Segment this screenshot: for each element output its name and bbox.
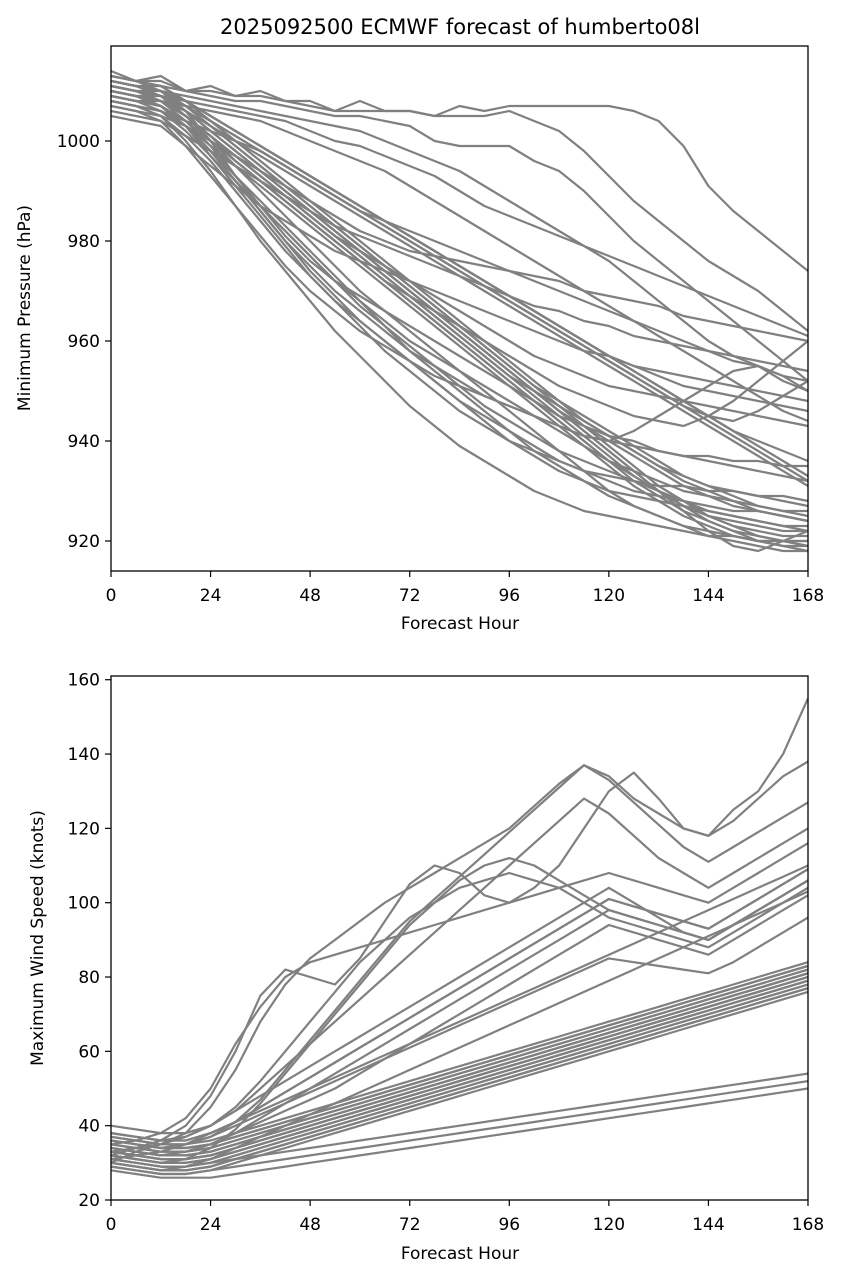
pressure-series-group [110, 69, 809, 553]
wind-y-tick-label-60: 60 [78, 1042, 100, 1062]
wind-y-tick-label-140: 140 [68, 745, 100, 765]
pressure-series-line-m01 [110, 69, 809, 272]
wind-series-line-m36 [110, 979, 809, 1164]
wind-series-line-m02 [110, 760, 809, 1164]
pressure-series-line-m08 [110, 104, 809, 343]
pressure-series-line-m24 [110, 94, 808, 528]
wind-y-tick-label-20: 20 [78, 1191, 100, 1211]
pressure-y-tick-label-940: 940 [68, 432, 100, 452]
pressure-series-line-m39 [110, 84, 809, 482]
wind-x-tick-label-24: 24 [200, 1215, 222, 1235]
chart-title: 2025092500 ECMWF forecast of humberto08l [220, 15, 700, 39]
wind-x-tick-label-96: 96 [498, 1215, 520, 1235]
wind-y-tick-label-120: 120 [68, 819, 100, 839]
pressure-x-tick-label-144: 144 [692, 586, 724, 606]
wind-series-line-m14 [110, 1072, 809, 1168]
pressure-y-tick-label-1000: 1000 [57, 132, 100, 152]
wind-y-tick-label-40: 40 [78, 1117, 100, 1137]
wind-series-line-m34 [110, 968, 809, 1153]
pressure-y-tick-label-980: 980 [68, 232, 100, 252]
pressure-series-line-m36 [110, 74, 809, 463]
wind-x-tick-label-168: 168 [792, 1215, 824, 1235]
wind-series-line-m06 [110, 916, 809, 1150]
pressure-series-line-m05 [110, 89, 809, 338]
pressure-x-tick-label-120: 120 [593, 586, 625, 606]
wind-series-line-m12 [110, 1087, 809, 1179]
pressure-x-tick-label-0: 0 [106, 586, 117, 606]
wind-series-line-m40 [110, 975, 809, 1161]
wind-series-group [110, 697, 810, 1179]
pressure-x-tick-label-168: 168 [792, 586, 824, 606]
pressure-series-line-m27 [110, 89, 809, 487]
pressure-series-line-m06 [110, 94, 809, 423]
pressure-series-line-m37 [110, 99, 808, 548]
wind-series-line-m37 [110, 972, 809, 1157]
wind-y-tick-label-160: 160 [68, 671, 100, 691]
pressure-series-line-m02 [110, 74, 809, 332]
pressure-x-tick-label-72: 72 [399, 586, 421, 606]
wind-x-axis-label: Forecast Hour [401, 1244, 519, 1264]
wind-y-tick-label-100: 100 [68, 894, 100, 914]
wind-series-line-m32 [110, 983, 809, 1168]
wind-y-tick-label-80: 80 [78, 968, 100, 988]
pressure-series-line-m33 [110, 84, 809, 553]
wind-x-ticks: 0 24 48 72 96 120 144 168 [106, 1200, 824, 1235]
wind-series-line-m11 [110, 1080, 809, 1176]
pressure-series-line-m03 [110, 79, 809, 382]
wind-series-line-m19 [110, 990, 809, 1176]
pressure-x-tick-label-96: 96 [498, 586, 520, 606]
pressure-series-line-m38 [110, 89, 808, 538]
pressure-plot-frame [110, 45, 809, 572]
pressure-y-axis-label: Minimum Pressure (hPa) [15, 205, 35, 411]
wind-panel: 0 24 48 72 96 120 144 168 20406080100120140160 … [28, 671, 824, 1264]
pressure-y-ticks: 920 940 960 980 1000 [57, 132, 111, 552]
wind-series-line-m29 [110, 961, 809, 1146]
wind-plot-frame [110, 675, 809, 1201]
pressure-y-tick-label-960: 960 [68, 332, 100, 352]
pressure-series-line-m07 [110, 99, 809, 383]
wind-series-line-m03 [110, 842, 809, 1146]
pressure-series-line-m18 [110, 99, 809, 523]
pressure-series-line-m21 [110, 89, 809, 503]
wind-series-line-m35 [110, 868, 809, 1142]
wind-x-tick-label-120: 120 [593, 1215, 625, 1235]
wind-series-line-m38 [110, 987, 809, 1172]
wind-x-tick-label-72: 72 [399, 1215, 421, 1235]
pressure-series-line-m26 [110, 99, 808, 543]
pressure-series-line-m34 [110, 89, 809, 548]
pressure-x-axis-label: Forecast Hour [401, 614, 519, 634]
wind-x-tick-label-48: 48 [299, 1215, 321, 1235]
wind-x-tick-label-0: 0 [106, 1215, 117, 1235]
pressure-y-tick-label-920: 920 [68, 532, 100, 552]
wind-x-tick-label-144: 144 [692, 1215, 724, 1235]
wind-y-axis-label: Maximum Wind Speed (knots) [28, 810, 48, 1066]
wind-series-line-m10 [110, 890, 809, 1172]
pressure-series-line-m31 [110, 89, 808, 553]
pressure-panel: 0 24 48 72 96 120 144 168 920 940 960 980 1000 Fore… [15, 45, 824, 634]
pressure-series-line-m40 [110, 79, 809, 548]
pressure-series-line-m04 [110, 84, 809, 393]
pressure-series-line-m35 [110, 94, 808, 543]
wind-series-line-m26 [110, 879, 809, 1153]
wind-series-line-m17 [110, 797, 809, 1135]
wind-y-ticks: 20 40 60 80 100 120 140 160 [68, 671, 111, 1211]
pressure-x-tick-label-24: 24 [200, 586, 222, 606]
pressure-x-tick-label-48: 48 [299, 586, 321, 606]
wind-series-line-m39 [110, 964, 809, 1150]
pressure-x-ticks: 0 24 48 72 96 120 144 168 [106, 571, 824, 606]
wind-series-line-m18 [110, 764, 809, 1146]
